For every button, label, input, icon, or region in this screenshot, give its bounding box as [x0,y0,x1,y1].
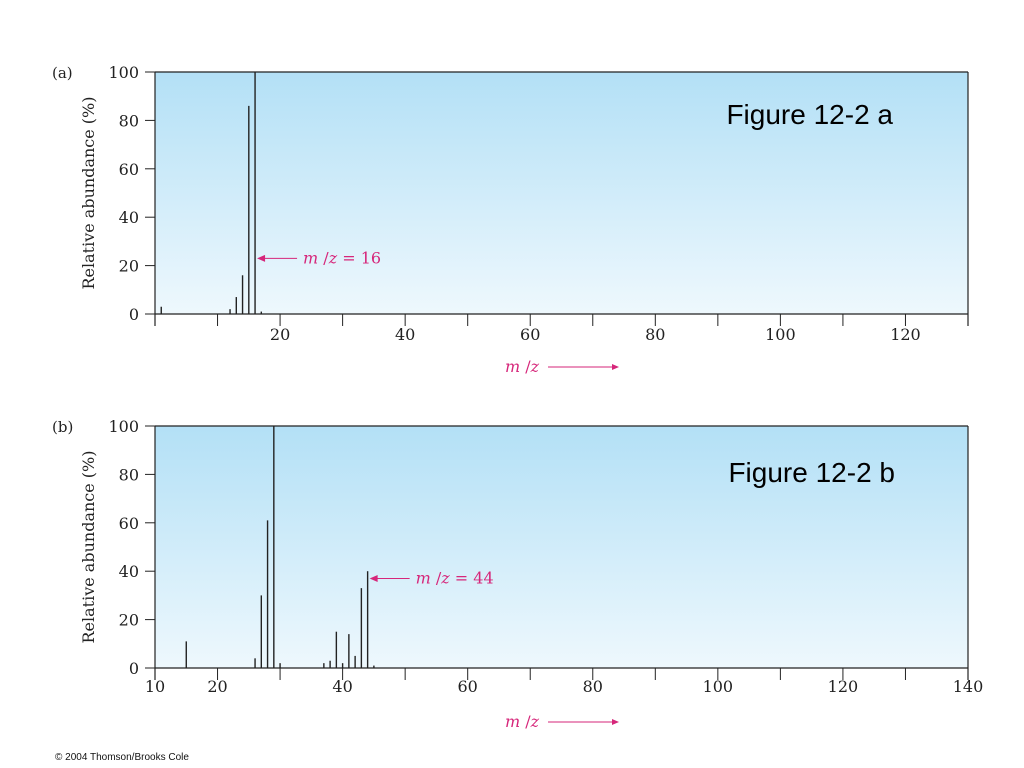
x-tick-label: 100 [765,325,796,344]
figure-caption: Figure 12-2 a [726,99,893,130]
y-tick-label: 60 [119,514,139,533]
x-tick-label: 120 [890,325,921,344]
y-tick-label: 0 [129,659,139,678]
annotation-arrow-head [369,574,378,582]
plot-background [155,72,968,314]
annotation-arrow-head [257,254,266,262]
y-axis-label: Relative abundance (%) [79,451,98,644]
plot-background [155,426,968,668]
copyright-notice: © 2004 Thomson/Brooks Cole [55,752,189,763]
y-tick-label: 80 [119,465,139,484]
x-tick-label: 80 [645,325,665,344]
x-tick-label: 60 [520,325,540,344]
panel-label: (b) [52,418,73,436]
x-tick-label: 60 [458,677,478,696]
y-tick-label: 40 [119,208,139,227]
y-tick-label: 0 [129,305,139,324]
y-tick-label: 80 [119,111,139,130]
y-tick-label: 100 [108,63,139,82]
panel-label: (a) [52,64,73,82]
y-tick-label: 60 [119,160,139,179]
annotation-label: m /z = 44 [416,568,494,587]
spectrum-panel-b: 0 20 40 60 80 100 10 20 40 60 80 100 120 140 Relative … [52,417,983,731]
y-tick-label: 20 [119,611,139,630]
x-tick-label: 20 [270,325,290,344]
x-axis-arrow-head [612,719,619,725]
x-tick-label: 80 [583,677,603,696]
x-axis-arrow-head [612,364,619,370]
x-tick-label: 10 [145,677,165,696]
x-tick-label: 40 [395,325,415,344]
y-tick-label: 20 [119,257,139,276]
y-axis-label: Relative abundance (%) [79,97,98,290]
y-tick-label: 100 [108,417,139,436]
spectrum-panel-a: 0 20 40 60 80 100 20 40 60 80 100 120 Relative abund… [52,63,969,376]
x-axis-label: m /z [505,357,540,376]
x-tick-label: 100 [703,677,734,696]
x-tick-label: 140 [953,677,984,696]
figure-caption: Figure 12-2 b [728,457,895,488]
x-tick-label: 20 [207,677,227,696]
x-axis-label: m /z [505,712,540,731]
x-tick-label: 40 [332,677,352,696]
annotation-label: m /z = 16 [303,248,381,267]
y-tick-label: 40 [119,562,139,581]
x-tick-label: 120 [828,677,859,696]
